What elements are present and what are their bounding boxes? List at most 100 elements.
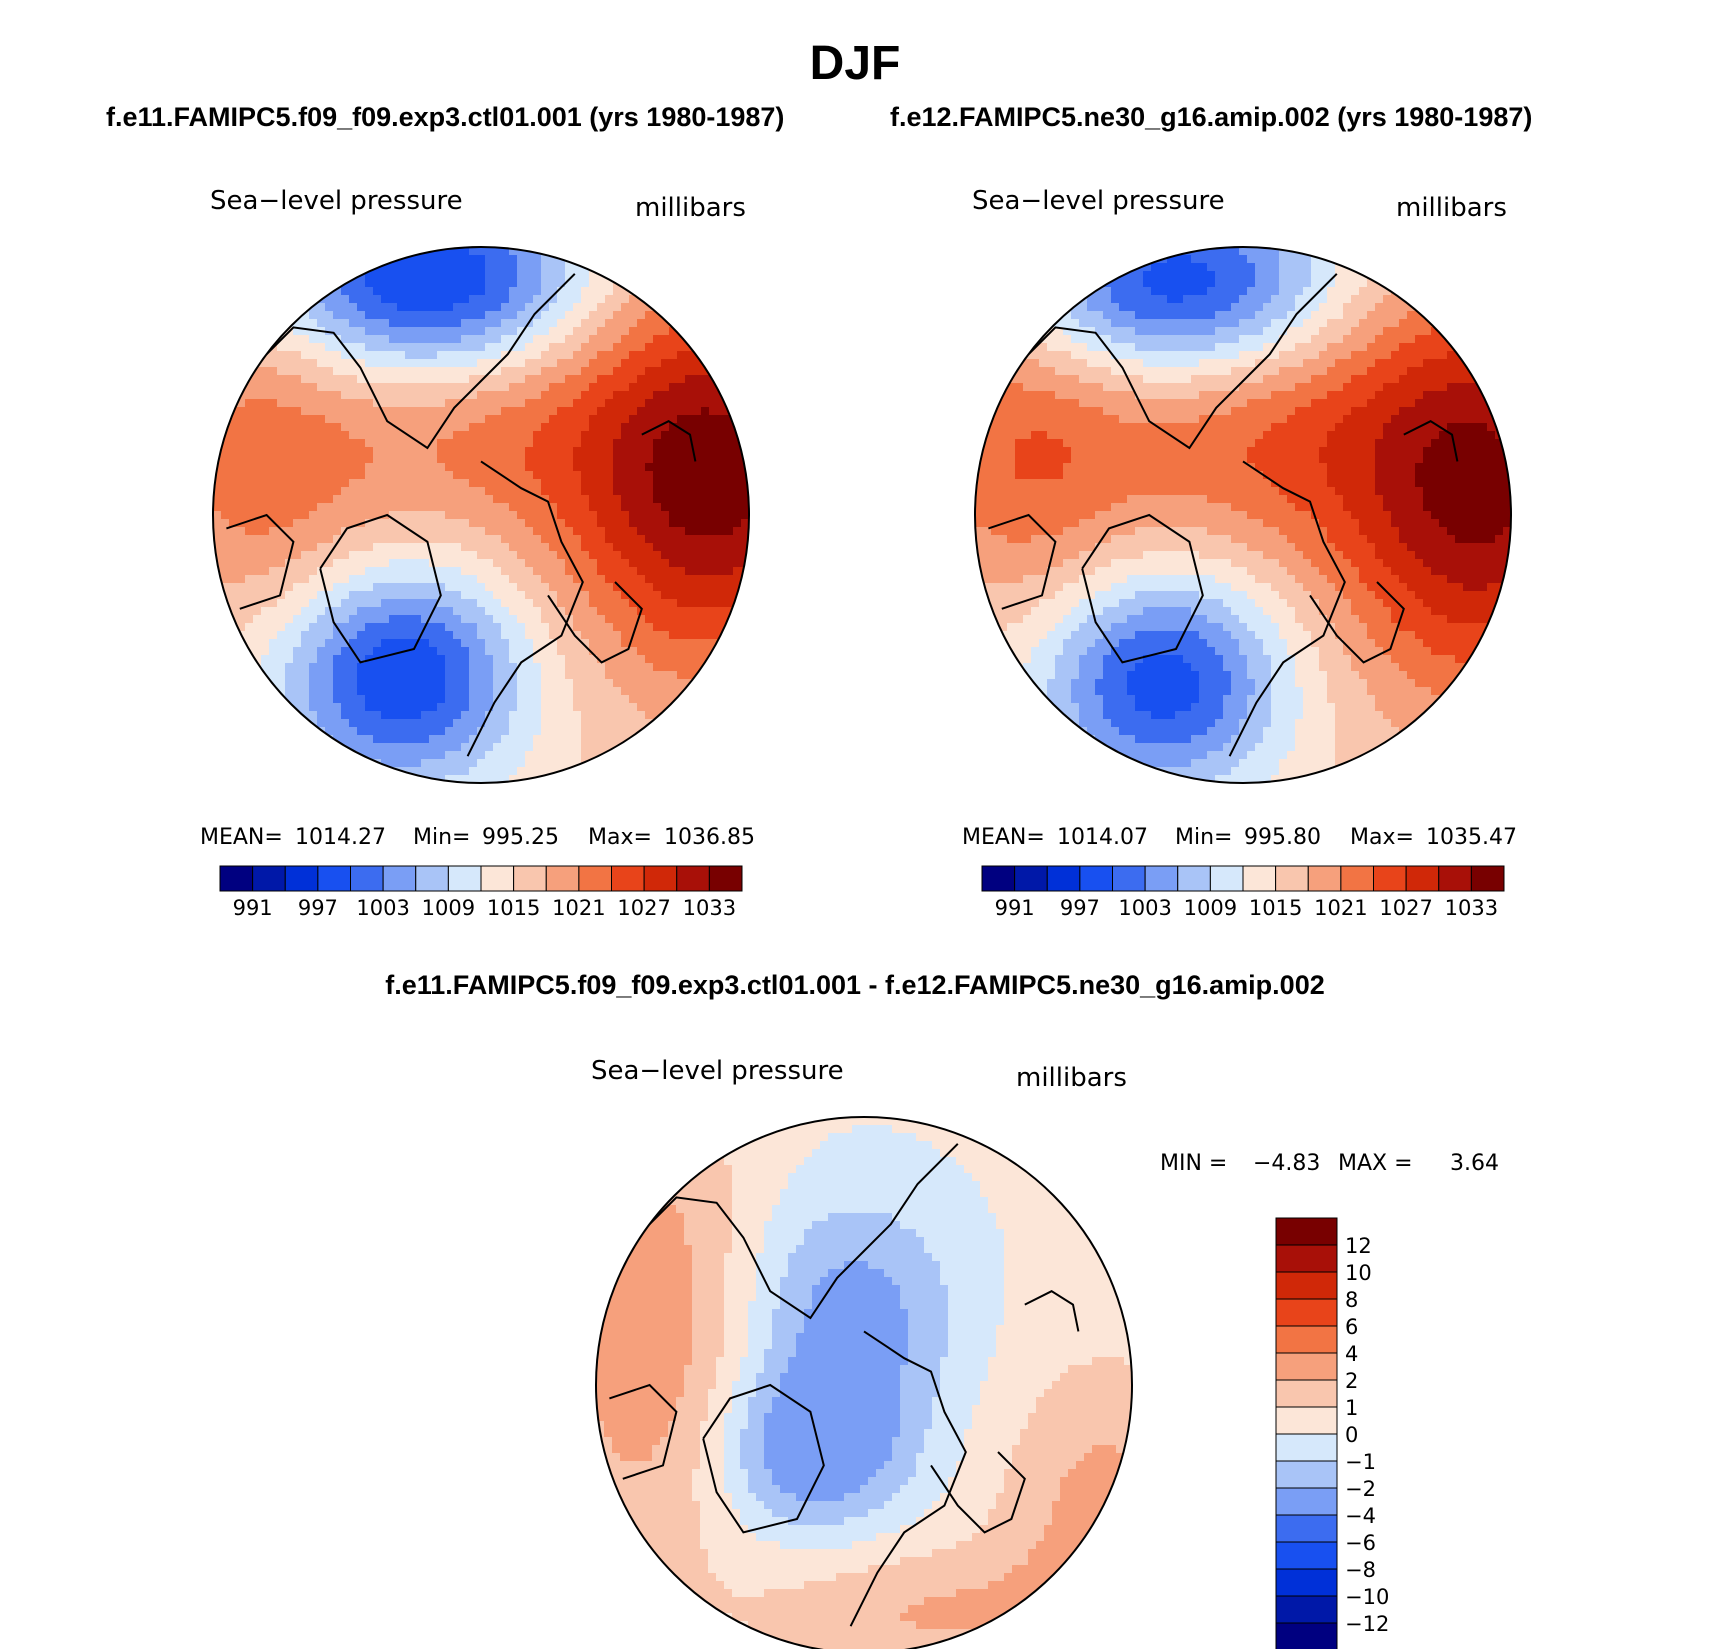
field-cell: [453, 703, 462, 712]
field-cell: [509, 511, 518, 520]
field-cell: [1047, 407, 1056, 416]
field-cell: [629, 727, 638, 736]
field-cell: [269, 647, 278, 656]
field-cell: [245, 391, 254, 400]
field-cell: [397, 727, 406, 736]
field-cell: [597, 575, 606, 584]
field-cell: [245, 511, 254, 520]
field-cell: [1119, 343, 1128, 352]
field-cell: [589, 375, 598, 384]
field-cell: [605, 343, 614, 352]
field-cell: [517, 479, 526, 488]
field-cell: [581, 583, 590, 592]
field-cell: [1375, 287, 1384, 296]
field-cell: [397, 479, 406, 488]
field-cell: [253, 471, 262, 480]
field-cell: [1279, 327, 1288, 336]
field-cell: [285, 647, 294, 656]
field-cell: [669, 559, 678, 568]
field-cell: [597, 583, 606, 592]
field-cell: [1095, 415, 1104, 424]
field-cell: [397, 751, 406, 760]
field-cell: [301, 431, 310, 440]
field-cell: [653, 591, 662, 600]
field-cell: [629, 599, 638, 608]
field-cell: [261, 359, 270, 368]
field-cell: [549, 567, 558, 576]
field-cell: [517, 391, 526, 400]
field-cell: [693, 543, 702, 552]
field-cell: [357, 303, 366, 312]
field-cell: [413, 415, 422, 424]
field-cell: [509, 431, 518, 440]
field-cell: [445, 431, 454, 440]
field-cell: [581, 751, 590, 760]
field-cell: [701, 375, 710, 384]
field-cell: [453, 271, 462, 280]
field-cell: [597, 599, 606, 608]
field-cell: [1167, 263, 1176, 272]
field-cell: [477, 679, 486, 688]
field-cell: [293, 319, 302, 328]
field-cell: [301, 471, 310, 480]
field-cell: [1415, 415, 1424, 424]
field-cell: [581, 703, 590, 712]
field-cell: [669, 359, 678, 368]
field-cell: [565, 511, 574, 520]
field-cell: [1199, 391, 1208, 400]
field-cell: [597, 503, 606, 512]
field-cell: [469, 647, 478, 656]
field-cell: [485, 327, 494, 336]
field-cell: [461, 575, 470, 584]
field-cell: [573, 423, 582, 432]
field-cell: [565, 391, 574, 400]
field-cell: [709, 551, 718, 560]
field-cell: [261, 551, 270, 560]
field-cell: [421, 399, 430, 408]
field-cell: [1223, 375, 1232, 384]
field-cell: [317, 615, 326, 624]
field-cell: [1303, 327, 1312, 336]
field-cell: [1295, 327, 1304, 336]
field-cell: [453, 335, 462, 344]
field-cell: [573, 639, 582, 648]
field-cell: [1103, 271, 1112, 280]
field-cell: [525, 759, 534, 768]
field-cell: [1063, 407, 1072, 416]
field-cell: [477, 399, 486, 408]
field-cell: [717, 543, 726, 552]
field-cell: [1303, 351, 1312, 360]
field-cell: [501, 303, 510, 312]
field-cell: [1311, 319, 1320, 328]
field-cell: [229, 559, 238, 568]
field-cell: [357, 735, 366, 744]
field-cell: [717, 487, 726, 496]
field-cell: [597, 719, 606, 728]
field-cell: [365, 415, 374, 424]
field-cell: [581, 495, 590, 504]
field-cell: [557, 415, 566, 424]
field-cell: [293, 479, 302, 488]
field-cell: [597, 591, 606, 600]
field-cell: [285, 567, 294, 576]
field-cell: [1295, 399, 1304, 408]
field-cell: [1279, 295, 1288, 304]
field-cell: [277, 519, 286, 528]
field-cell: [693, 559, 702, 568]
field-cell: [501, 391, 510, 400]
field-cell: [509, 591, 518, 600]
field-cell: [277, 639, 286, 648]
field-cell: [653, 655, 662, 664]
field-cell: [629, 503, 638, 512]
field-cell: [621, 335, 630, 344]
field-cell: [277, 407, 286, 416]
field-cell: [725, 575, 734, 584]
field-cell: [389, 287, 398, 296]
field-cell: [365, 423, 374, 432]
field-cell: [485, 359, 494, 368]
field-cell: [1087, 423, 1096, 432]
field-cell: [701, 655, 710, 664]
field-cell: [661, 543, 670, 552]
field-cell: [557, 655, 566, 664]
field-cell: [365, 479, 374, 488]
